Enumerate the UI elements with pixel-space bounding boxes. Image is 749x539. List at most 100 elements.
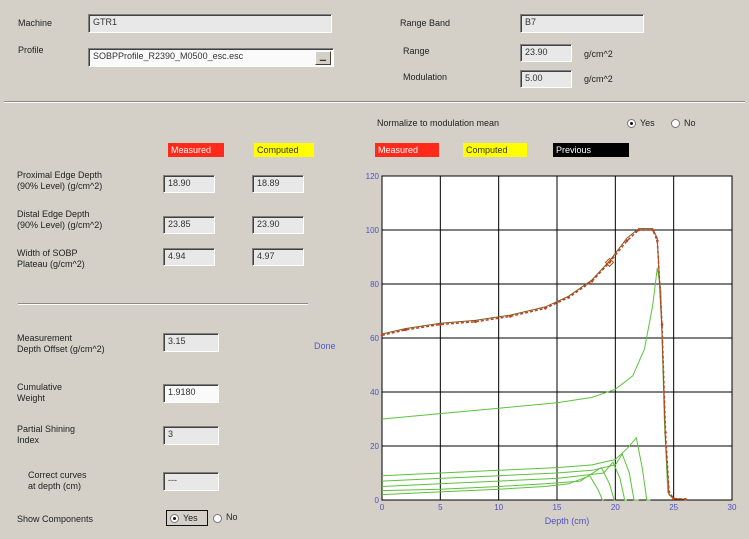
range-band-label: Range Band (400, 18, 451, 28)
legend-previous: Previous (553, 143, 629, 157)
distal-edge-label-line1: Distal Edge Depth (17, 209, 90, 219)
measured-point (672, 497, 675, 500)
distal-edge-label: Distal Edge Depth (90% Level) (g/cm^2) (17, 209, 102, 231)
y-tick-label: 0 (375, 496, 380, 505)
offset-field[interactable]: 3.15 (163, 333, 219, 352)
range-band-field[interactable]: B7 (520, 14, 644, 33)
show-no-radio[interactable] (213, 514, 222, 523)
correct-curves-label-line2: at depth (cm) (28, 481, 82, 491)
shining-label-line2: Index (17, 435, 40, 445)
normalize-yes-radio[interactable] (627, 119, 636, 128)
offset-label-line1: Measurement (17, 333, 73, 343)
correct-curves-field[interactable]: --- (163, 472, 219, 491)
done-link[interactable]: Done (314, 341, 336, 351)
modulation-field[interactable]: 5.00 (520, 70, 572, 88)
shining-label: Partial Shining Index (17, 424, 75, 446)
measured-point (404, 328, 407, 332)
measured-tag: Measured (168, 143, 224, 157)
component-curve (381, 461, 627, 501)
offset-label: Measurement Depth Offset (g/cm^2) (17, 333, 105, 355)
measured-point (474, 320, 477, 324)
measured-curve (381, 229, 686, 500)
distal-edge-label-line2: (90% Level) (g/cm^2) (17, 220, 103, 230)
y-tick-label: 40 (370, 388, 379, 397)
range-unit: g/cm^2 (584, 49, 613, 59)
legend-computed: Computed (463, 143, 527, 157)
x-tick-label: 10 (494, 503, 503, 512)
measured-point (667, 490, 671, 494)
legend-measured: Measured (375, 143, 439, 157)
proximal-edge-measured[interactable]: 18.90 (163, 175, 215, 193)
measured-point (637, 228, 640, 232)
x-tick-label: 20 (611, 503, 620, 512)
measured-point (656, 239, 659, 243)
profile-label: Profile (18, 45, 44, 55)
distal-edge-computed[interactable]: 23.90 (252, 216, 304, 234)
machine-field[interactable]: GTR1 (88, 14, 332, 33)
measured-point (439, 323, 442, 326)
modulation-label: Modulation (403, 72, 448, 82)
computed-curve (381, 228, 686, 500)
show-yes-radio[interactable] (170, 514, 179, 523)
show-no-label: No (226, 512, 238, 522)
measured-point (380, 334, 384, 337)
normalize-no-label: No (684, 118, 696, 128)
shining-label-line1: Partial Shining (17, 424, 76, 434)
show-components-label: Show Components (17, 514, 94, 524)
component-curve (381, 452, 639, 501)
x-axis-label: Depth (cm) (545, 516, 590, 526)
correct-curves-label: Correct curves at depth (cm) (28, 470, 87, 492)
x-tick-label: 5 (438, 503, 443, 512)
x-tick-label: 15 (553, 503, 562, 512)
component-curve (381, 475, 604, 501)
correct-curves-label-line1: Correct curves (28, 470, 87, 480)
proximal-edge-computed[interactable]: 18.89 (252, 175, 304, 193)
y-tick-label: 60 (370, 334, 379, 343)
left-separator (18, 303, 308, 305)
measured-point (590, 280, 594, 283)
component-curve (381, 466, 616, 501)
measured-point (625, 239, 629, 243)
x-tick-label: 25 (669, 503, 678, 512)
measured-point (664, 431, 667, 434)
y-tick-label: 80 (370, 280, 379, 289)
offset-label-line2: Depth Offset (g/cm^2) (17, 344, 105, 354)
profile-dropdown[interactable]: SOBPProfile_R2390_M0500_esc.esc ▁ (88, 48, 334, 67)
measured-point (660, 323, 664, 326)
measured-point (544, 307, 547, 310)
weight-field[interactable]: 1.9180 (163, 384, 219, 403)
weight-label: Cumulative Weight (17, 382, 62, 404)
normalize-label: Normalize to modulation mean (377, 118, 500, 128)
weight-label-line2: Weight (17, 393, 45, 403)
normalize-yes-label: Yes (640, 118, 655, 128)
measured-point (567, 296, 570, 299)
shining-field[interactable]: 3 (163, 426, 219, 445)
weight-label-line1: Cumulative (17, 382, 63, 392)
chevron-down-icon[interactable]: ▁ (315, 51, 331, 65)
measured-point (509, 315, 512, 318)
sobp-width-computed[interactable]: 4.97 (252, 248, 304, 266)
sobp-width-label: Width of SOBP Plateau (g/cm^2) (17, 248, 85, 270)
y-tick-label: 20 (370, 442, 379, 451)
sobp-width-label-line2: Plateau (g/cm^2) (17, 259, 85, 269)
x-tick-label: 30 (728, 503, 737, 512)
measured-point (651, 228, 654, 232)
top-separator (4, 101, 745, 103)
proximal-edge-label-line2: (90% Level) (g/cm^2) (17, 181, 103, 191)
profile-dropdown-value: SOBPProfile_R2390_M0500_esc.esc (93, 51, 244, 61)
sobp-width-measured[interactable]: 4.94 (163, 248, 215, 266)
range-field[interactable]: 23.90 (520, 44, 572, 62)
show-yes-label: Yes (183, 513, 198, 523)
sobp-width-label-line1: Width of SOBP (17, 248, 78, 258)
normalize-no-radio[interactable] (671, 119, 680, 128)
proximal-edge-marker (604, 257, 615, 268)
x-tick-label: 0 (380, 503, 385, 512)
computed-tag: Computed (254, 143, 314, 157)
proximal-edge-label-line1: Proximal Edge Depth (17, 170, 103, 180)
distal-edge-measured[interactable]: 23.85 (163, 216, 215, 234)
y-tick-label: 100 (366, 226, 380, 235)
proximal-edge-label: Proximal Edge Depth (90% Level) (g/cm^2) (17, 170, 102, 192)
measured-point (684, 497, 687, 501)
modulation-unit: g/cm^2 (584, 74, 613, 84)
show-yes-option[interactable]: Yes (166, 510, 208, 526)
